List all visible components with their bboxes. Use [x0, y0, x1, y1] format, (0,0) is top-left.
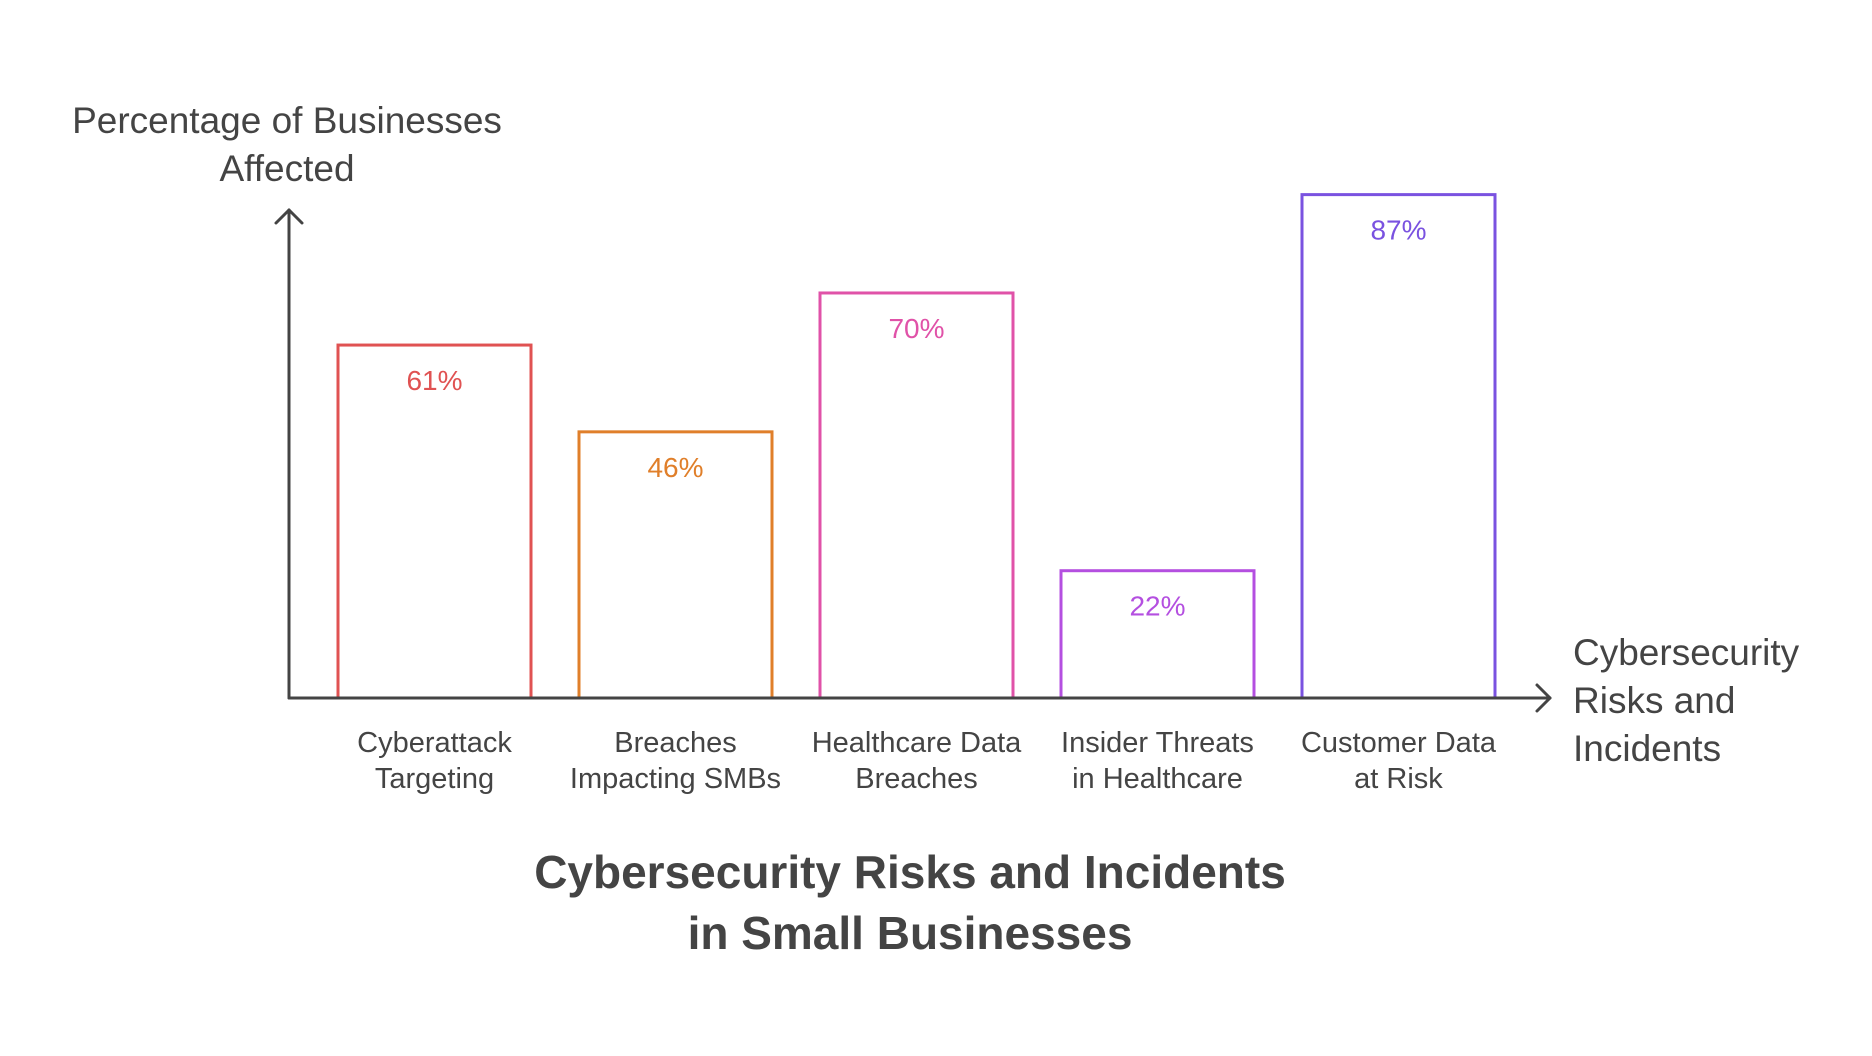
category-label-line: Impacting SMBs: [570, 763, 781, 795]
category-label-line: Customer Data: [1301, 727, 1497, 759]
bar: [818, 291, 1015, 700]
bar-value-label: 87%: [1370, 215, 1426, 246]
category-label: Insider Threats in Healthcare: [1061, 727, 1254, 795]
category-label: Healthcare Data Breaches: [812, 727, 1022, 795]
bar: [1300, 193, 1497, 700]
x-axis-title-line: Incidents: [1573, 728, 1721, 769]
chart-title: Cybersecurity Risks and Incidents in Smal…: [534, 846, 1286, 959]
axes-layer: [274, 208, 1552, 713]
category-label-line: Targeting: [375, 763, 494, 795]
bars-layer: [336, 193, 1497, 700]
category-label-line: in Healthcare: [1072, 763, 1243, 795]
chart-title-line: Cybersecurity Risks and Incidents: [534, 846, 1286, 898]
category-label-line: at Risk: [1354, 763, 1443, 795]
category-label-line: Breaches: [614, 727, 737, 759]
bar: [336, 343, 533, 700]
y-axis-title-line: Affected: [219, 148, 354, 189]
labels-layer: 61% Cyberattack Targeting 46% Breaches Impact…: [72, 100, 1800, 959]
bar-value-label: 70%: [888, 313, 944, 344]
category-label-line: Cyberattack: [357, 727, 512, 759]
bar-value-label: 22%: [1129, 591, 1185, 622]
x-axis-title-line: Cybersecurity: [1573, 632, 1800, 673]
chart-title-line: in Small Businesses: [688, 907, 1133, 959]
x-axis-title-line: Risks and: [1573, 680, 1735, 721]
y-axis-arrowhead: [274, 208, 304, 225]
bar-value-label: 61%: [406, 365, 462, 396]
category-label: Breaches Impacting SMBs: [570, 727, 781, 795]
category-label: Cyberattack Targeting: [357, 727, 512, 795]
category-label-line: Insider Threats: [1061, 727, 1254, 759]
category-label-line: Breaches: [855, 763, 978, 795]
category-label: Customer Data at Risk: [1301, 727, 1497, 795]
y-axis-title-line: Percentage of Businesses: [72, 100, 502, 141]
y-axis-title: Percentage of Businesses Affected: [72, 100, 502, 189]
x-axis-title: Cybersecurity Risks and Incidents: [1573, 632, 1800, 769]
bar-value-label: 46%: [647, 452, 703, 483]
x-axis-arrowhead: [1535, 683, 1552, 713]
category-label-line: Healthcare Data: [812, 727, 1022, 759]
